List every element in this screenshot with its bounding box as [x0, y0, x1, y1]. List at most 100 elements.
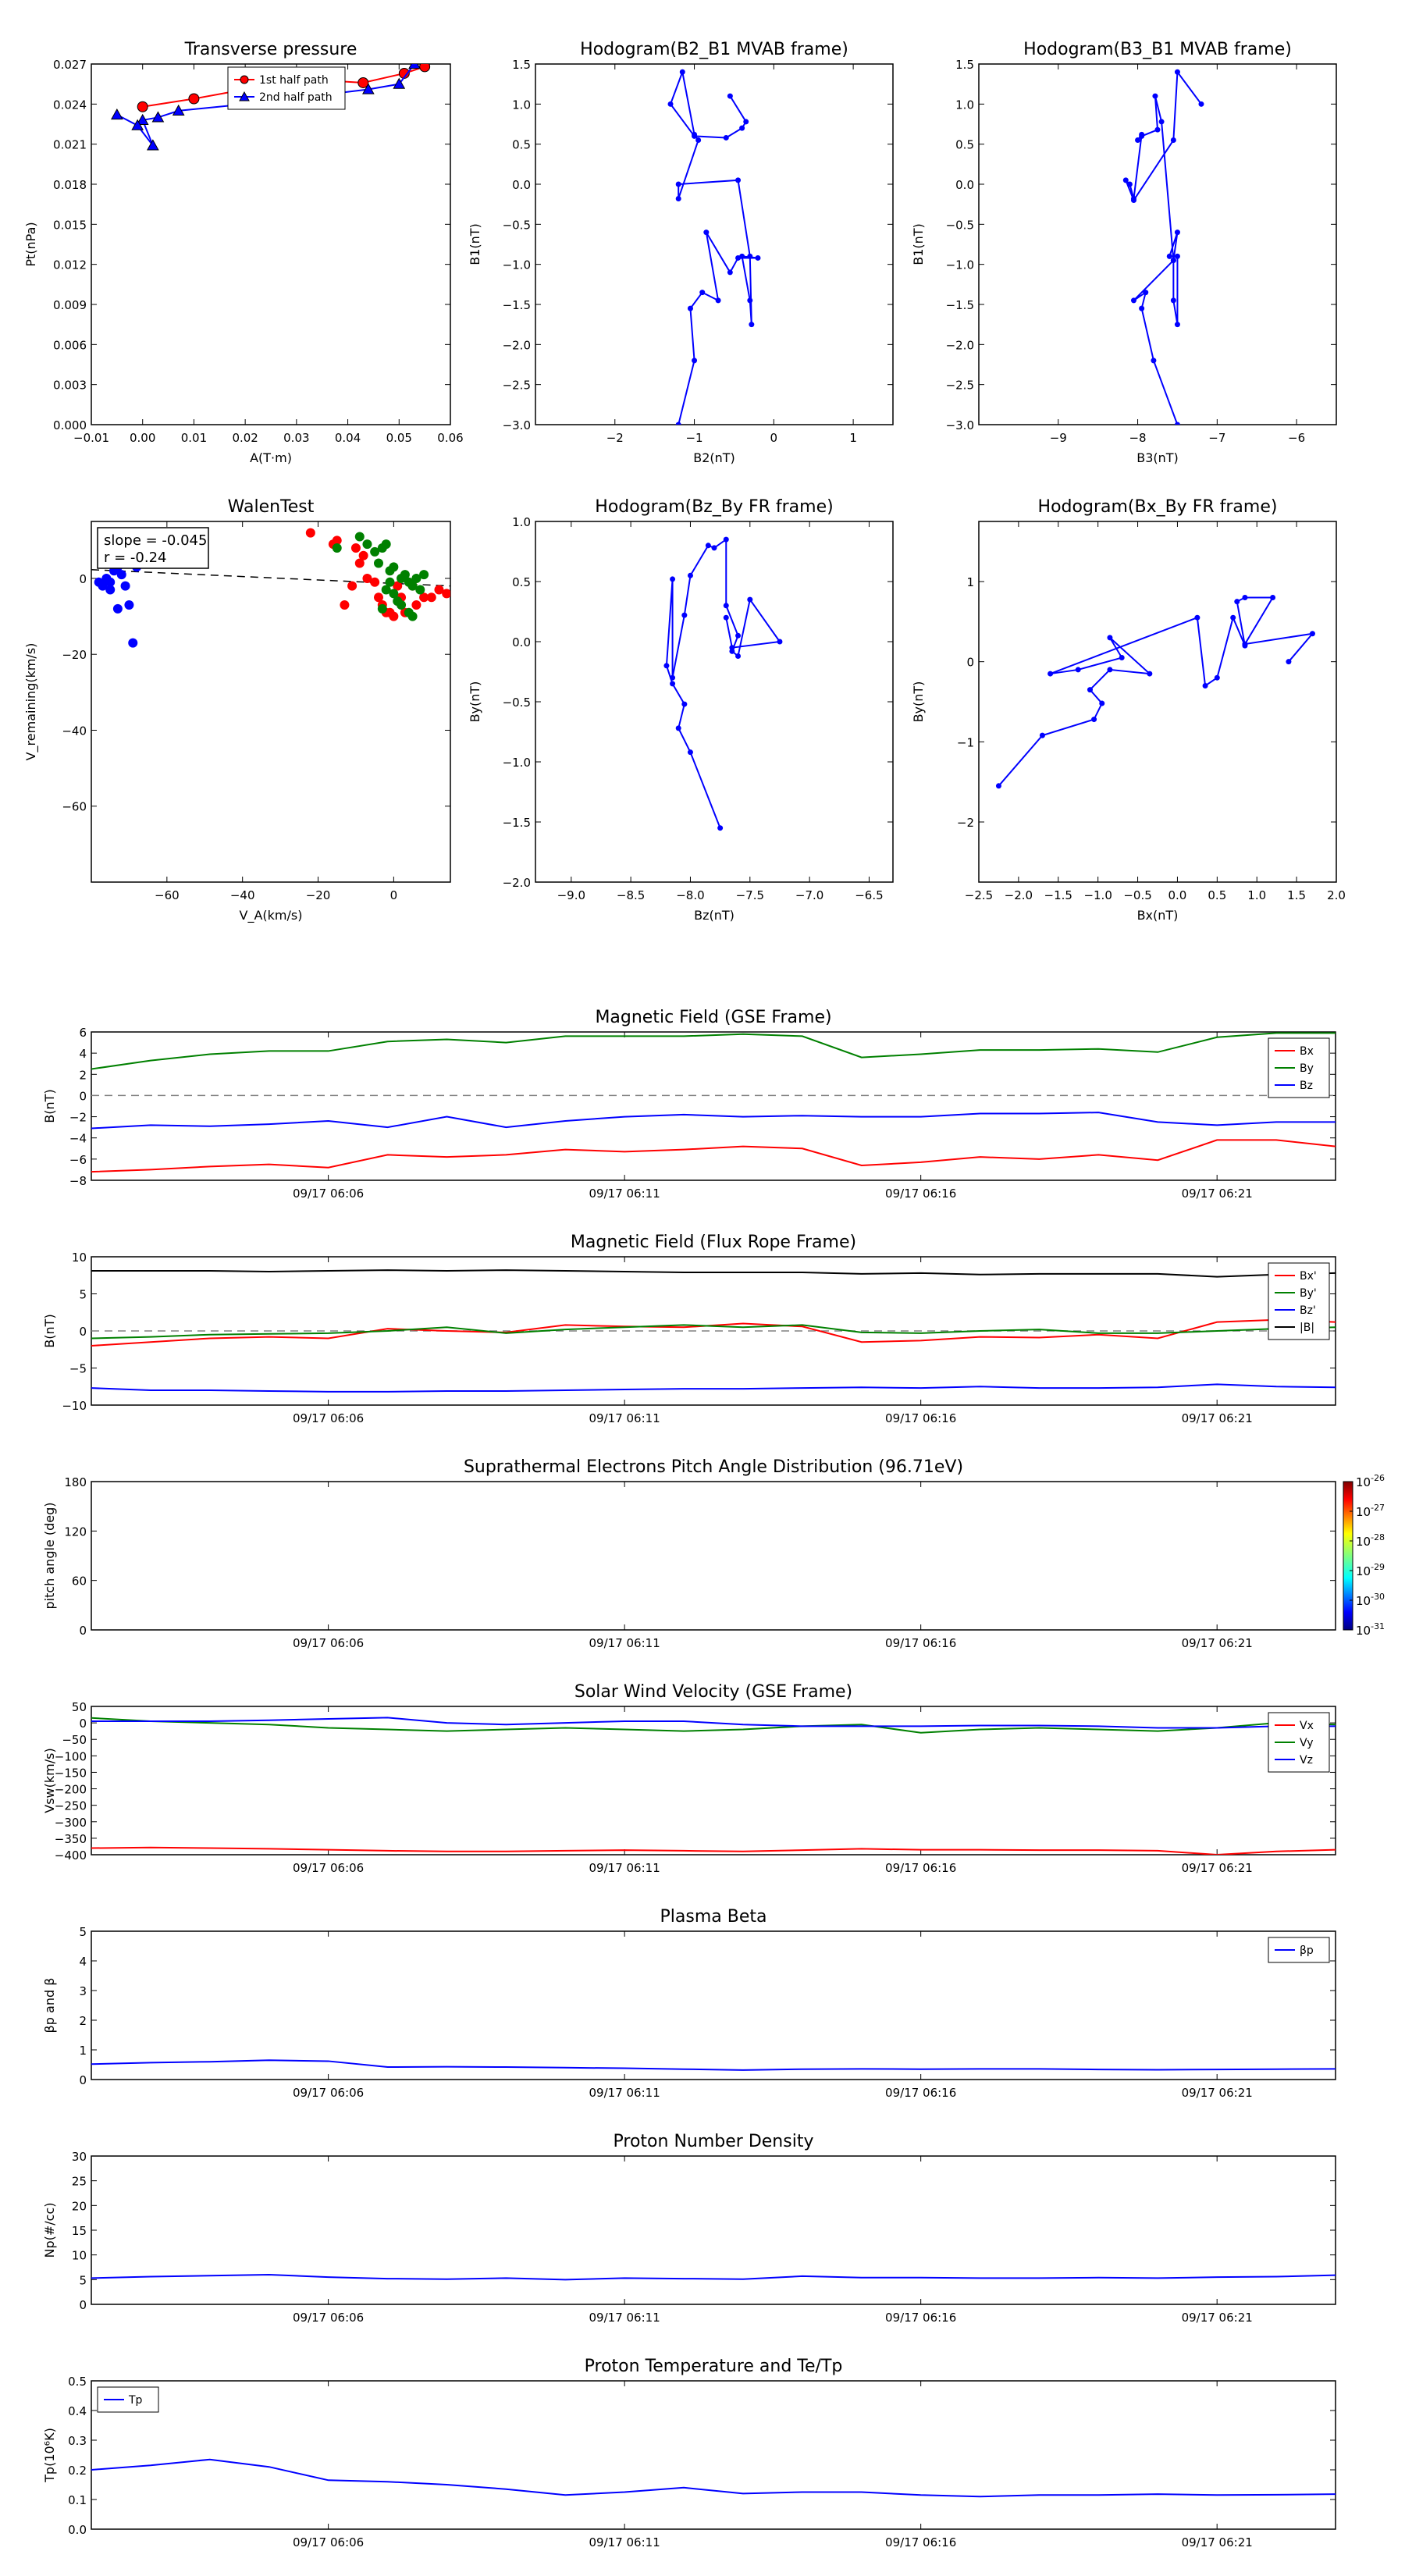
data-point [692, 133, 698, 139]
y-axis-label: By(nT) [468, 681, 482, 723]
data-point [1126, 181, 1133, 187]
x-tick-label: −1.5 [1044, 888, 1072, 902]
colorbar-label: 10-28 [1356, 1532, 1385, 1549]
data-point [120, 581, 130, 591]
y-axis-label: pitch angle (deg) [42, 1502, 57, 1609]
y-tick-label: 0.012 [53, 258, 87, 272]
plot-area [663, 536, 783, 831]
x-tick-label: 1.0 [1247, 888, 1266, 902]
series-line-βp [91, 2059, 1336, 2071]
y-tick-label: 20 [72, 2199, 87, 2213]
legend: Bx By Bz [1268, 1037, 1330, 1098]
time-tick-label: 09/17 06:21 [1182, 1411, 1253, 1425]
data-point [1286, 659, 1292, 665]
data-point [1151, 358, 1157, 364]
y-axis-label: B(nT) [42, 1314, 57, 1347]
y-tick-label: 0 [79, 1717, 87, 1731]
plot-area [91, 1032, 1336, 1173]
data-point [340, 600, 350, 610]
x-tick-label: 0.02 [232, 431, 258, 445]
colorbar-label: 10-30 [1356, 1592, 1385, 1608]
data-point [703, 229, 710, 236]
x-tick-label: −6 [1288, 431, 1305, 445]
panel-plasma-beta: Plasma Beta 0 1 2 3 4 5 09/17 06:06 09/17 06:11 0… [42, 1907, 1336, 2100]
panel-transverse-pressure: Transverse pressure 0.000 0.003 0.006 0.009 0… [23, 40, 464, 465]
data-point [1119, 655, 1125, 661]
data-point [434, 585, 444, 595]
data-point [717, 825, 724, 831]
time-tick-label: 09/17 06:16 [885, 2086, 956, 2100]
time-tick-label: 09/17 06:16 [885, 2535, 956, 2549]
panel-magnetic-field-gse: Magnetic Field (GSE Frame) −8 −6 −4 −2 0 2 4 6 09… [42, 1008, 1336, 1201]
data-point [389, 589, 399, 599]
y-tick-label: −6 [69, 1153, 87, 1167]
y-axis-label: βp and β [42, 1978, 57, 2033]
y-tick-label: 0.024 [53, 98, 87, 112]
y-axis-label: Np(#/cc) [42, 2203, 57, 2258]
x-axis-label: A(T·m) [250, 450, 292, 465]
time-tick-label: 09/17 06:06 [293, 2311, 364, 2325]
data-point [393, 77, 406, 89]
data-point [705, 543, 711, 549]
data-point [374, 558, 383, 568]
y-tick-label: −40 [62, 724, 87, 738]
chart-title: Hodogram(Bx_By FR frame) [1038, 497, 1278, 517]
x-tick-label: 0 [390, 888, 398, 902]
plot-frame [91, 63, 451, 425]
data-point [1202, 682, 1208, 688]
y-tick-label: 10 [72, 2249, 87, 2263]
x-axis-label: Bx(nT) [1137, 908, 1179, 923]
data-point [407, 581, 418, 591]
plot-area [91, 1269, 1336, 1393]
legend-label: βp [1300, 1944, 1314, 1957]
data-point [362, 83, 375, 94]
data-point [1099, 700, 1105, 706]
data-point [1270, 595, 1276, 601]
data-point [687, 305, 693, 311]
time-tick-label: 09/17 06:11 [589, 1187, 660, 1201]
y-tick-label: 60 [72, 1574, 87, 1589]
series-line-|B| [91, 1269, 1336, 1278]
data-point [723, 536, 729, 543]
y-tick-label: 0.4 [68, 2404, 87, 2418]
legend-label: Bx' [1300, 1270, 1317, 1283]
data-point [172, 104, 185, 116]
data-point [1242, 595, 1248, 601]
chart-title: Hodogram(Bz_By FR frame) [595, 497, 833, 517]
y-tick-label: 0.5 [68, 2375, 87, 2389]
legend-label: Bz [1300, 1080, 1313, 1092]
panel-pitch-angle: Suprathermal Electrons Pitch Angle Distr… [42, 1457, 1385, 1650]
y-axis-label: B(nT) [42, 1089, 57, 1123]
y-axis-label: V_remaining(km/s) [23, 643, 39, 761]
series-line-By' [91, 1324, 1336, 1340]
data-point [1166, 253, 1172, 259]
y-tick-label: 6 [79, 1026, 87, 1040]
plot-area [91, 528, 450, 648]
x-tick-label: −40 [230, 888, 255, 902]
data-point [670, 681, 676, 687]
time-tick-label: 09/17 06:11 [589, 1636, 660, 1650]
data-point [1039, 732, 1045, 738]
plot-area [667, 69, 761, 425]
y-tick-label: 1 [966, 575, 974, 589]
data-point [411, 573, 422, 583]
x-tick-label: 0 [770, 431, 778, 445]
data-point [687, 749, 693, 756]
data-point [681, 701, 688, 707]
y-tick-label: 0 [79, 572, 87, 586]
y-tick-label: 1.0 [512, 98, 531, 112]
y-tick-label: 0.009 [53, 298, 87, 312]
data-point [1214, 674, 1220, 681]
y-tick-label: 4 [79, 1047, 87, 1061]
data-point [743, 119, 749, 125]
legend-label: Vz [1300, 1754, 1313, 1767]
data-point [357, 76, 369, 88]
time-tick-label: 09/17 06:06 [293, 1187, 364, 1201]
series-line-0 [998, 596, 1314, 787]
legend-label: |B| [1300, 1322, 1314, 1334]
chart-title: Magnetic Field (GSE Frame) [595, 1008, 831, 1027]
y-tick-label: 0 [79, 1089, 87, 1103]
plot-frame [978, 521, 1337, 883]
data-point [393, 581, 403, 591]
data-point [332, 535, 342, 546]
